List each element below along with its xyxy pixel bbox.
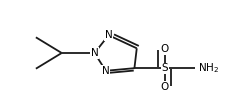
- Text: NH$_2$: NH$_2$: [198, 61, 219, 75]
- Text: O: O: [161, 44, 169, 54]
- Text: S: S: [162, 63, 168, 73]
- Text: N: N: [102, 66, 110, 76]
- Text: N: N: [91, 48, 98, 58]
- Text: O: O: [161, 82, 169, 92]
- Text: N: N: [105, 30, 113, 40]
